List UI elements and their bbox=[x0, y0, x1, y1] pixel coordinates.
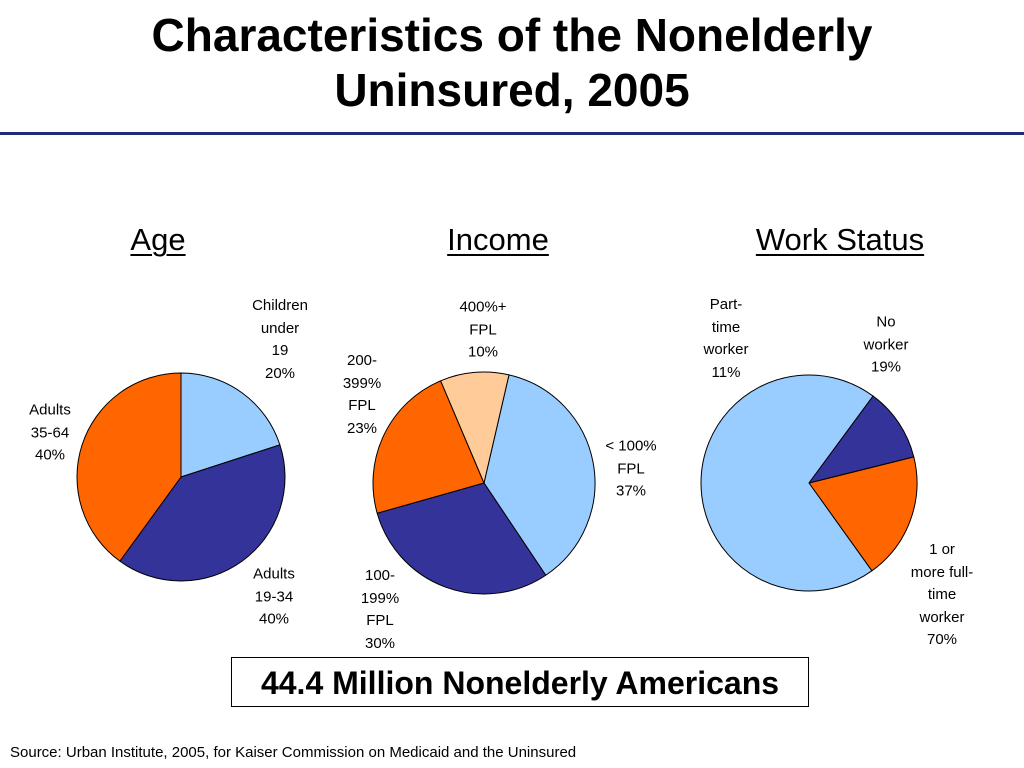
slice-label-line: 19% bbox=[870, 358, 902, 376]
pie-slice-age-1 bbox=[119, 444, 286, 582]
pie-slice-work-status-1 bbox=[700, 374, 874, 592]
slice-label-line: Adults bbox=[253, 565, 295, 583]
slice-label-line: Part- bbox=[709, 296, 743, 313]
slice-label-line: 200- bbox=[346, 352, 378, 369]
slice-label-line: worker bbox=[919, 608, 965, 626]
slice-label-line: time bbox=[927, 585, 957, 603]
slice-label-line: more full- bbox=[910, 563, 974, 581]
slice-label-line: 40% bbox=[34, 446, 66, 464]
slice-label-line: FPL bbox=[366, 612, 394, 629]
pie-chart-income bbox=[372, 371, 596, 595]
slice-label-age-0: Children under 19 20% bbox=[252, 295, 308, 385]
chart-title-age: Age bbox=[130, 222, 186, 257]
slice-label-line: 11% bbox=[711, 363, 741, 381]
slice-label-income-1: 100- 199% FPL 30% bbox=[361, 565, 399, 655]
slice-label-income-3: 400%+ FPL 10% bbox=[459, 296, 506, 364]
slice-label-line: worker bbox=[703, 341, 749, 358]
chart-title-work-status: Work Status bbox=[755, 222, 925, 257]
slice-label-work-status-1: 1 or more full-time worker 70% bbox=[911, 539, 974, 652]
slice-label-line: worker bbox=[863, 335, 909, 353]
source-note: Source: Urban Institute, 2005, for Kaise… bbox=[10, 744, 577, 761]
slice-label-line: FPL bbox=[469, 320, 497, 338]
slice-label-line: 1 or bbox=[929, 540, 955, 558]
page-title: Characteristics of the Nonelderly Uninsu… bbox=[0, 8, 1024, 118]
slice-label-line: 30% bbox=[364, 634, 396, 652]
slice-label-line: 20% bbox=[264, 364, 296, 382]
slice-label-line: 40% bbox=[258, 610, 290, 628]
slice-label-line: FPL bbox=[617, 459, 645, 477]
slice-label-line: under bbox=[260, 319, 300, 337]
pie-slice-income-0 bbox=[483, 374, 596, 576]
pie-slice-age-0 bbox=[180, 372, 281, 478]
slice-label-line: time bbox=[711, 318, 741, 336]
slice-label-work-status-2: Part-time worker 11% bbox=[703, 294, 748, 384]
slice-label-income-2: 200- 399% FPL 23% bbox=[343, 350, 381, 440]
pie-slice-income-1 bbox=[376, 482, 547, 595]
slice-label-age-2: Adults 35-64 40% bbox=[29, 399, 71, 467]
slice-label-line: No bbox=[876, 313, 896, 331]
pie-slice-age-2 bbox=[76, 372, 182, 562]
slice-label-line: < 100% bbox=[605, 437, 657, 455]
slice-label-line: Children bbox=[252, 297, 308, 314]
slice-label-line: 23% bbox=[346, 419, 378, 437]
pie-slice-work-status-0 bbox=[808, 456, 918, 572]
title-line-1: Characteristics of the Nonelderly bbox=[151, 9, 873, 61]
slice-label-line: 37% bbox=[615, 482, 647, 500]
slice-label-line: 199% bbox=[360, 589, 400, 607]
title-line-2: Uninsured, 2005 bbox=[334, 64, 690, 116]
slice-label-line: FPL bbox=[348, 397, 376, 414]
pie-slice-income-2 bbox=[372, 380, 485, 514]
slice-label-age-1: Adults 19-34 40% bbox=[253, 563, 295, 631]
slice-label-line: 100- bbox=[364, 567, 396, 584]
pie-chart-work-status bbox=[700, 374, 918, 592]
slice-label-work-status-0: No worker 19% bbox=[863, 311, 908, 379]
pie-slice-income-3 bbox=[440, 371, 510, 484]
pie-slice-work-status-2 bbox=[808, 395, 915, 484]
slice-label-line: 400%+ bbox=[459, 298, 507, 316]
slice-label-income-0: < 100% FPL 37% bbox=[605, 435, 656, 503]
slice-label-line: 35-64 bbox=[30, 423, 70, 441]
slice-label-line: 19-34 bbox=[254, 587, 294, 605]
slice-label-line: 10% bbox=[467, 343, 499, 361]
slice-label-line: 70% bbox=[926, 630, 958, 648]
chart-title-income: Income bbox=[447, 222, 549, 257]
total-population-note: 44.4 Million Nonelderly Americans bbox=[231, 657, 809, 707]
pie-chart-age bbox=[76, 372, 286, 582]
slice-label-line: Adults bbox=[29, 401, 71, 419]
title-divider bbox=[0, 132, 1024, 135]
slice-label-line: 399% bbox=[342, 374, 382, 392]
slice-label-line: 19 bbox=[271, 342, 289, 359]
